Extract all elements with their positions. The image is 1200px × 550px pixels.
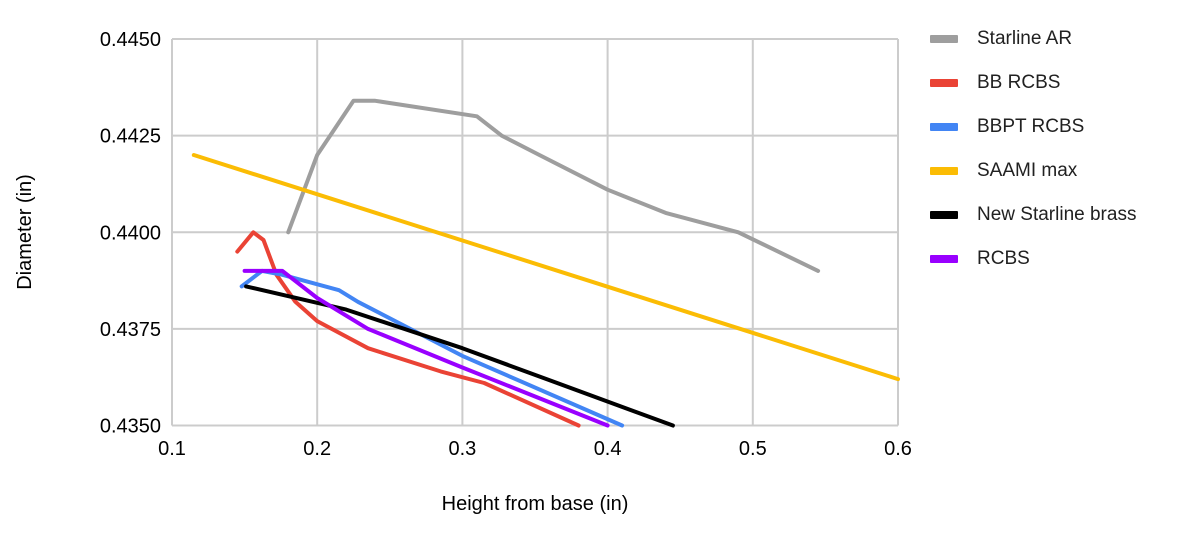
x-tick-label: 0.4: [594, 438, 622, 460]
y-tick-label: 0.4425: [100, 126, 161, 148]
y-axis-title: Diameter (in): [14, 174, 36, 290]
gridlines: [171, 38, 899, 427]
legend-item-bbpt-rcbs: BBPT RCBS: [930, 105, 1136, 149]
series-lines: [191, 98, 900, 428]
legend-swatch: [930, 211, 958, 219]
series-line-new-starline-brass: [244, 284, 675, 428]
series-line-rcbs: [242, 268, 610, 428]
legend-swatch: [930, 35, 958, 43]
series-line-starline-ar: [286, 98, 821, 273]
legend-label: RCBS: [977, 248, 1030, 269]
legend-item-new-starline-brass: New Starline brass: [930, 193, 1136, 237]
series-line-bb-rcbs: [235, 230, 581, 428]
legend-label: SAAMI max: [977, 160, 1078, 181]
x-tick-label: 0.1: [158, 438, 186, 460]
series-line-saami-max: [191, 153, 900, 382]
x-tick-label: 0.5: [739, 438, 767, 460]
legend-item-starline-ar: Starline AR: [930, 17, 1136, 61]
y-tick-label: 0.4350: [100, 416, 161, 438]
x-axis-title: Height from base (in): [442, 493, 629, 515]
legend-label: New Starline brass: [977, 204, 1137, 225]
legend-label: BB RCBS: [977, 72, 1061, 93]
legend-swatch: [930, 123, 958, 131]
x-tick-label: 0.2: [303, 438, 331, 460]
x-tick-label: 0.6: [884, 438, 912, 460]
x-axis-tick-labels: 0.1 0.2 0.3 0.4 0.5 0.6: [158, 438, 912, 460]
legend: Starline AR BB RCBS BBPT RCBS SAAMI max New …: [930, 17, 1136, 281]
y-tick-label: 0.4400: [100, 222, 161, 244]
legend-swatch: [930, 79, 958, 87]
legend-swatch: [930, 255, 958, 263]
legend-item-bb-rcbs: BB RCBS: [930, 61, 1136, 105]
legend-label: BBPT RCBS: [977, 116, 1085, 137]
x-tick-label: 0.3: [448, 438, 476, 460]
y-axis-tick-labels: 0.4450 0.4425 0.4400 0.4375 0.4350: [100, 29, 161, 438]
legend-swatch: [930, 167, 958, 175]
legend-item-rcbs: RCBS: [930, 237, 1136, 281]
legend-label: Starline AR: [977, 28, 1073, 49]
y-tick-label: 0.4375: [100, 319, 161, 341]
series-line-bbpt-rcbs: [239, 268, 625, 428]
legend-item-saami-max: SAAMI max: [930, 149, 1136, 193]
y-tick-label: 0.4450: [100, 29, 161, 51]
